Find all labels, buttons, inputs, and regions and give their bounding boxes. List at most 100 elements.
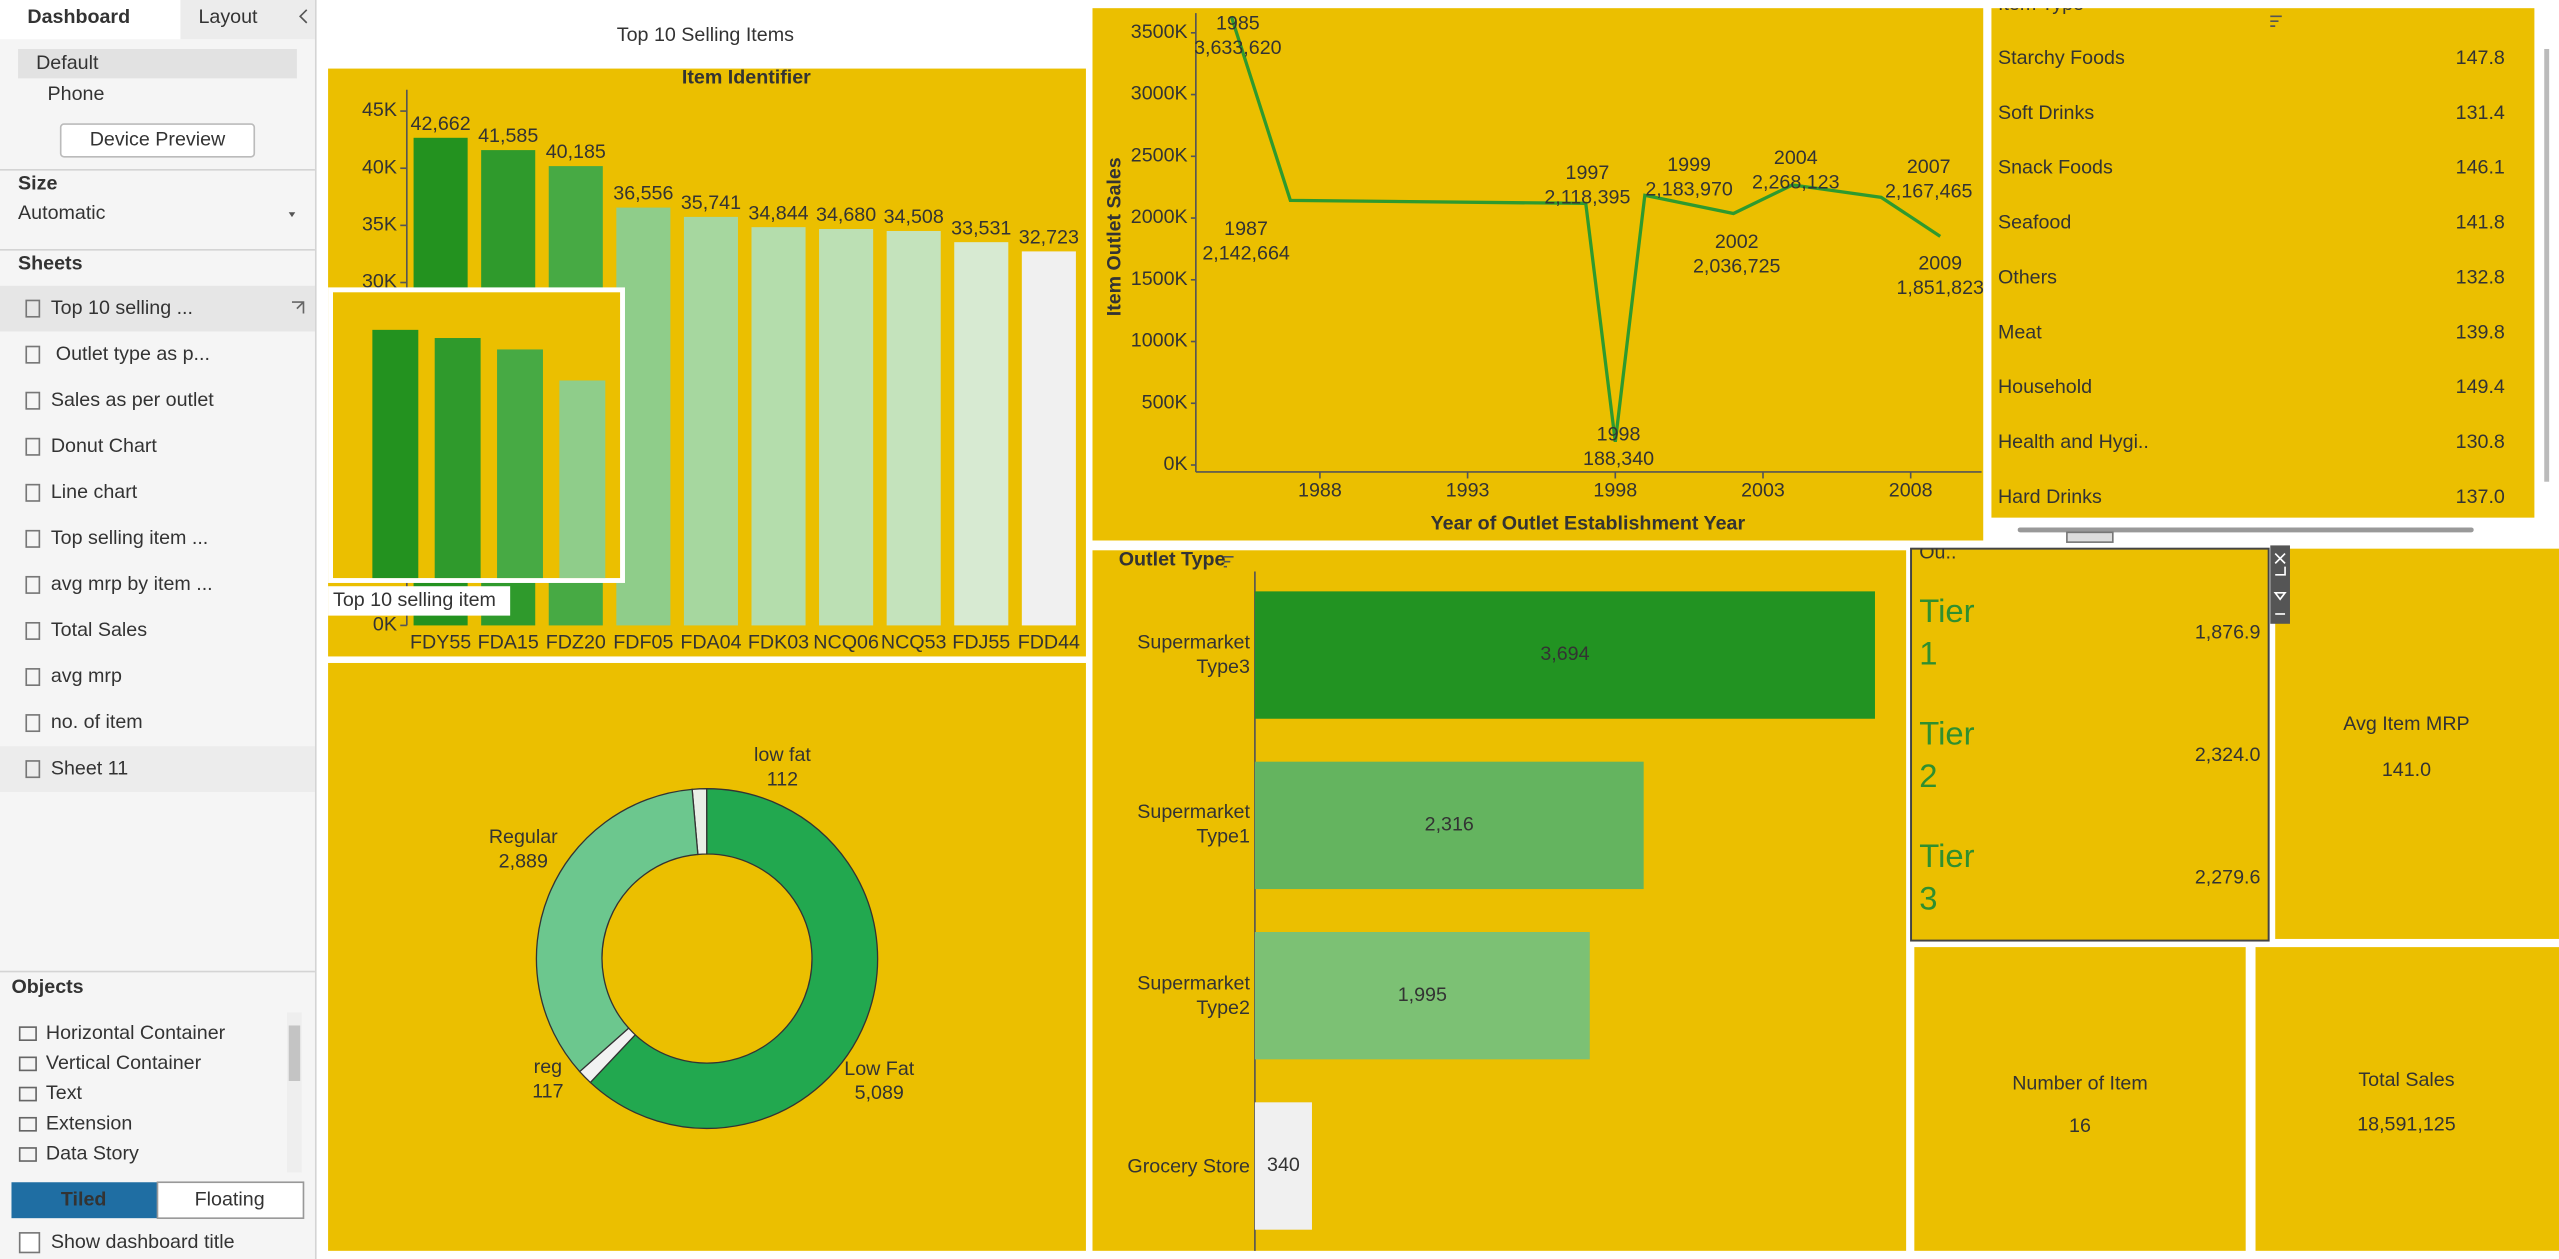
axis-title: Item Outlet Sales [1104,157,1126,316]
object-item[interactable]: Data Story [46,1143,139,1165]
device-selected[interactable] [18,48,297,79]
toolbar [2270,545,2290,624]
y-tick-label: 3500K [1131,21,1188,43]
data-label: 2,036,725 [1693,256,1781,278]
device-preview-button[interactable] [59,123,256,158]
table-header: Item Type [1998,0,2084,15]
drag-preview-label-bg [328,586,511,616]
slice-label: Low Fat [844,1058,915,1080]
sheet-icon [25,299,41,318]
axis-title: Item Identifier [682,67,811,89]
row-value: 146.1 [2456,157,2505,179]
row-label: Tier 1 [1919,594,1975,673]
table-header: Ou.. [1919,542,1956,564]
panel-selected [1910,547,2270,942]
data-label: 2,316 [1425,814,1474,836]
section-heading: Size [18,173,57,195]
size-value[interactable]: Automatic [18,202,106,224]
sheet-item[interactable]: Top 10 selling ... [51,297,193,319]
device-option[interactable]: Default [36,52,99,74]
tab-active[interactable] [0,0,181,40]
y-tick-label: 2500K [1131,145,1188,167]
kpi-title: Number of Item [2012,1072,2148,1094]
row-label: Tier 2 [1919,716,1975,796]
object-item[interactable]: Horizontal Container [46,1022,226,1044]
x-tick-label: FDF05 [613,632,673,654]
row-label: Snack Foods [1998,157,2113,179]
tab-label[interactable]: Dashboard [27,6,130,28]
section-heading: Sheets [18,253,83,275]
sheet-item[interactable]: Sheet 11 [51,757,128,779]
x-tick-label: FDD44 [1018,632,1080,654]
row-value: 147.8 [2456,47,2505,69]
sheet-item[interactable]: Line chart [51,481,138,503]
bar [819,229,874,626]
tab-inactive[interactable] [180,0,315,40]
toolbar-icon [2273,591,2287,601]
mode-tiled[interactable] [11,1182,158,1219]
sheet-item[interactable]: avg mrp by item ... [51,573,213,595]
button-label[interactable]: Device Preview [90,129,226,151]
object-icon [18,1056,37,1072]
checkbox[interactable] [18,1232,41,1254]
x-tick-label: 1988 [1298,480,1342,502]
x-tick-label: FDA04 [680,632,741,654]
device-option[interactable]: Phone [48,83,105,105]
sheet-icon [25,621,41,640]
preview-bar [497,349,543,579]
preview-bar [434,338,481,579]
kpi-title: Total Sales [2358,1069,2454,1091]
data-label: 1,851,823 [1896,277,1984,299]
data-label: 1,995 [1398,984,1447,1006]
sheet-highlight [0,285,315,332]
mode-label[interactable]: Floating [195,1188,265,1210]
sheet-item[interactable]: avg mrp [51,665,122,687]
data-label: 42,662 [411,113,471,135]
x-tick-label: 1998 [1593,480,1637,502]
h-scrollbar [2017,527,2474,533]
y-tick-label-box: Supermarket Type3 [1137,631,1250,678]
object-item[interactable]: Vertical Container [46,1052,202,1074]
sheet-item[interactable]: Top selling item ... [51,527,208,549]
x-tick-label: FDZ20 [546,632,606,654]
data-label: 34,508 [884,206,944,228]
sheet-icon [25,391,41,410]
x-tick-label: 2008 [1889,480,1933,502]
y-tick-label: 3000K [1131,83,1188,105]
point-year-label: 2007 [1907,156,1951,178]
sidebar-bg [0,0,315,1259]
y-tick-label-box: Supermarket Type1 [1137,801,1250,848]
mode-label[interactable]: Tiled [61,1188,107,1210]
data-label: 2,118,395 [1544,187,1630,209]
sheet-item[interactable]: Sales as per outlet [51,389,214,411]
checkbox-label[interactable]: Show dashboard title [51,1231,235,1253]
x-tick-label: FDY55 [410,632,471,654]
x-tick-label: FDJ55 [952,632,1010,654]
object-icon [18,1026,37,1042]
axis-title: Outlet Type [1119,548,1226,570]
sheet-item[interactable]: Outlet type as p... [56,343,210,365]
v-scrollbar [2544,48,2550,482]
sort-icon [2270,15,2282,27]
row-value: 149.4 [2456,376,2505,398]
sheet-icon [25,760,41,779]
chart-title: Top 10 Selling Items [617,24,794,46]
object-item[interactable]: Extension [46,1112,132,1134]
data-label: 34,844 [748,202,808,224]
object-item[interactable]: Text [46,1082,83,1104]
mode-floating[interactable] [156,1181,305,1219]
data-label: 112 [767,769,798,791]
row-label: Starchy Foods [1998,47,2125,69]
row-label-box: Tier 3 [1919,839,1974,917]
sheet-item[interactable]: no. of item [51,711,143,733]
data-label: 34,680 [816,204,876,226]
sheet-item[interactable]: Donut Chart [51,435,158,457]
data-label: 3,694 [1540,643,1589,665]
y-tick-label: 45K [362,99,397,121]
sort-icon [1223,556,1234,568]
row-label: Health and Hygi.. [1998,431,2149,453]
tab-label[interactable]: Layout [198,6,258,28]
sheet-item[interactable]: Total Sales [51,619,147,641]
row-value: 132.8 [2456,266,2505,288]
